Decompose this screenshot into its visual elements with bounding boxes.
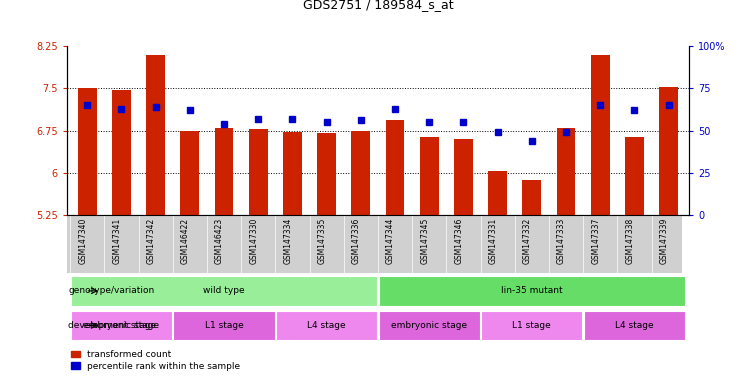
Bar <box>385 121 405 215</box>
Bar <box>454 139 473 215</box>
Bar <box>78 88 96 215</box>
Text: GSM147340: GSM147340 <box>79 218 87 264</box>
Bar <box>591 55 610 215</box>
Bar <box>71 311 172 340</box>
Bar <box>173 311 275 340</box>
Text: GSM147344: GSM147344 <box>386 218 395 264</box>
Bar <box>420 137 439 215</box>
Text: GSM146422: GSM146422 <box>181 218 190 264</box>
Text: GSM147334: GSM147334 <box>283 218 293 264</box>
Text: GSM147345: GSM147345 <box>420 218 429 264</box>
Text: GSM147335: GSM147335 <box>318 218 327 264</box>
Bar <box>522 180 541 215</box>
Bar <box>351 131 370 215</box>
Text: lin-35 mutant: lin-35 mutant <box>501 286 562 295</box>
Text: GSM147337: GSM147337 <box>591 218 600 264</box>
Text: GSM147330: GSM147330 <box>249 218 258 264</box>
Bar <box>249 129 268 215</box>
Legend: transformed count, percentile rank within the sample: transformed count, percentile rank withi… <box>71 350 241 371</box>
Text: GSM147342: GSM147342 <box>147 218 156 264</box>
Text: GSM147336: GSM147336 <box>352 218 361 264</box>
Bar <box>215 128 233 215</box>
Bar <box>379 311 480 340</box>
Text: GSM147338: GSM147338 <box>625 218 634 264</box>
Bar <box>180 131 199 215</box>
Text: GSM147339: GSM147339 <box>659 218 668 264</box>
Text: GSM147331: GSM147331 <box>488 218 498 264</box>
Text: wild type: wild type <box>203 286 245 295</box>
Text: GSM147341: GSM147341 <box>113 218 122 264</box>
Bar <box>317 133 336 215</box>
Text: L1 stage: L1 stage <box>205 321 243 330</box>
Bar <box>488 171 507 215</box>
Bar <box>625 137 644 215</box>
Text: GSM147333: GSM147333 <box>557 218 566 264</box>
Bar <box>146 55 165 215</box>
Bar <box>556 128 576 215</box>
Bar <box>283 132 302 215</box>
Text: GSM147346: GSM147346 <box>454 218 463 264</box>
Text: L4 stage: L4 stage <box>308 321 346 330</box>
Bar <box>659 87 678 215</box>
Text: L1 stage: L1 stage <box>513 321 551 330</box>
Bar <box>481 311 582 340</box>
Text: L4 stage: L4 stage <box>615 321 654 330</box>
Text: genotype/variation: genotype/variation <box>68 286 155 295</box>
Text: GSM147332: GSM147332 <box>523 218 532 264</box>
Text: embryonic stage: embryonic stage <box>391 321 468 330</box>
Bar <box>112 90 131 215</box>
Text: development stage: development stage <box>68 321 156 330</box>
Bar <box>71 276 377 306</box>
Text: embryonic stage: embryonic stage <box>83 321 159 330</box>
Bar <box>379 276 685 306</box>
Text: GDS2751 / 189584_s_at: GDS2751 / 189584_s_at <box>302 0 453 12</box>
Bar <box>276 311 377 340</box>
Text: GSM146423: GSM146423 <box>215 218 224 264</box>
Bar <box>584 311 685 340</box>
FancyBboxPatch shape <box>67 215 682 273</box>
